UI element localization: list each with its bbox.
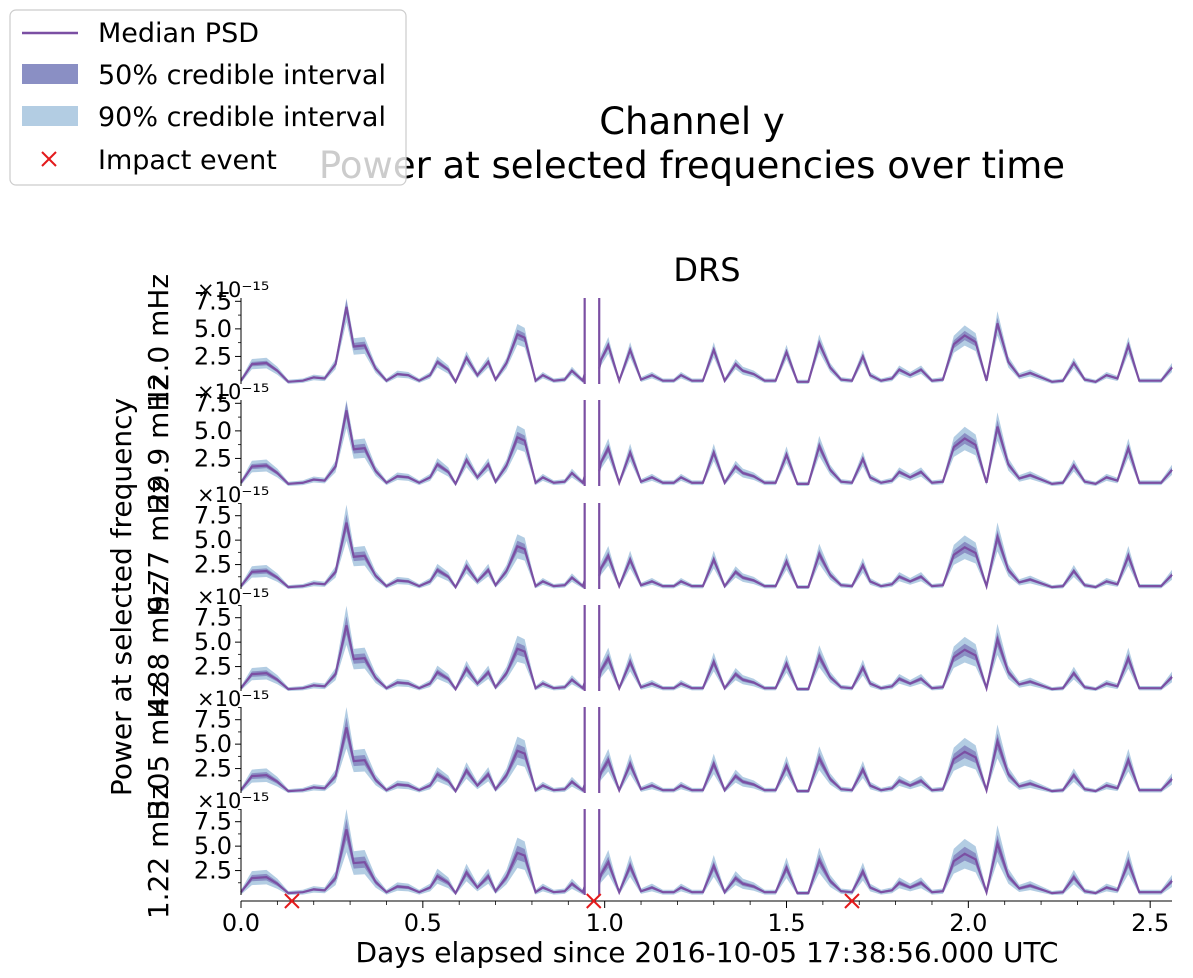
y-tick-label: 5.0	[194, 832, 232, 860]
panel-frequency-label: 9.77 mHz	[142, 479, 175, 613]
legend-median-label: Median PSD	[98, 18, 259, 49]
y-tick-label: 7.5	[194, 287, 232, 315]
panel-4: 2.55.07.5×10⁻¹⁵4.88 mHz	[142, 581, 1173, 715]
y-tick-label: 2.5	[194, 551, 232, 579]
median-line	[598, 323, 1173, 385]
ci90-band	[599, 623, 1172, 691]
impact-event-marker	[284, 893, 300, 909]
median-line	[598, 635, 1173, 693]
panel-5: 2.55.07.5×10⁻¹⁵3.05 mHz	[142, 683, 1173, 817]
x-tick-label: 1.0	[586, 909, 624, 937]
x-tick-label: 2.5	[1131, 909, 1169, 937]
y-tick-label: 5.0	[194, 628, 232, 656]
median-line	[598, 839, 1173, 897]
y-tick-label: 7.5	[194, 604, 232, 632]
y-tick-label: 2.5	[194, 653, 232, 681]
ci90-band	[599, 311, 1172, 384]
median-line	[598, 532, 1173, 591]
y-tick-label: 5.0	[194, 417, 232, 445]
legend: Median PSD 50% credible interval 90% cre…	[9, 9, 407, 186]
median-line	[240, 625, 586, 692]
y-tick-label: 5.0	[194, 315, 232, 343]
panel-frequency-label: 4.88 mHz	[142, 581, 175, 715]
y-scale-multiplier: ×10⁻¹⁵	[197, 380, 269, 404]
median-line	[240, 410, 586, 487]
median-line	[240, 829, 586, 896]
y-tick-label: 5.0	[194, 730, 232, 758]
figure-title-line1: Channel y	[599, 100, 785, 143]
legend-ci90-label: 90% credible interval	[98, 102, 386, 133]
ci90-band	[599, 522, 1172, 589]
y-axis-label: Power at selected frequency	[105, 398, 138, 796]
ci50-band	[599, 834, 1172, 894]
y-scale-multiplier: ×10⁻¹⁵	[197, 483, 269, 507]
ci50-band	[599, 632, 1172, 690]
x-axis-label: Days elapsed since 2016-10-05 17:38:56.0…	[356, 936, 1059, 969]
panel-frequency-label: 12.0 mHz	[142, 274, 175, 408]
y-tick-label: 2.5	[194, 342, 232, 370]
legend-ci90-swatch	[22, 106, 78, 126]
x-tick-label: 0.0	[222, 909, 260, 937]
x-tick-label: 2.0	[949, 909, 987, 937]
panel-frequency-label: 1.22 mHz	[142, 785, 175, 919]
y-tick-label: 5.0	[194, 526, 232, 554]
ci90-band	[599, 825, 1172, 895]
legend-ci50-label: 50% credible interval	[98, 60, 386, 91]
panel-frequency-label: 3.05 mHz	[142, 683, 175, 817]
x-axis: 0.0 0.5 1.0 1.5 2.0 2.5	[222, 893, 1172, 937]
y-tick-label: 7.5	[194, 706, 232, 734]
legend-ci50-swatch	[22, 64, 78, 84]
impact-event-marker	[844, 893, 860, 909]
ci50-band	[599, 419, 1172, 485]
y-tick-label: 7.5	[194, 389, 232, 417]
y-scale-multiplier: ×10⁻¹⁵	[197, 278, 269, 302]
y-tick-label: 7.5	[194, 502, 232, 530]
legend-frame	[9, 9, 407, 186]
median-line	[240, 306, 586, 385]
legend-impact-swatch	[41, 151, 57, 167]
y-tick-label: 2.5	[194, 755, 232, 783]
panel-6: 2.55.07.5×10⁻¹⁵ 1.22 mHz	[142, 785, 1173, 919]
median-line	[240, 727, 586, 794]
ci50-band	[599, 530, 1172, 588]
y-scale-multiplier: ×10⁻¹⁵	[197, 585, 269, 609]
ci50-band	[599, 317, 1172, 383]
y-scale-multiplier: ×10⁻¹⁵	[197, 789, 269, 813]
y-scale-multiplier: ×10⁻¹⁵	[197, 687, 269, 711]
ci90-band	[599, 412, 1172, 486]
x-tick-label: 1.5	[767, 909, 805, 937]
panel-frequency-label: 29.9 mHz	[142, 376, 175, 510]
legend-impact-label: Impact event	[98, 145, 277, 176]
panel-3: 2.55.07.5×10⁻¹⁵9.77 mHz	[142, 479, 1173, 613]
median-line	[240, 522, 586, 590]
panel-title: DRS	[673, 251, 740, 289]
ci90-band	[599, 724, 1172, 793]
figure-title-line2: Power at selected frequencies over time	[319, 144, 1065, 187]
y-tick-label: 7.5	[194, 808, 232, 836]
y-tick-label: 2.5	[194, 444, 232, 472]
ci50-band	[599, 733, 1172, 792]
median-line	[598, 737, 1173, 795]
impact-event-marker	[586, 893, 602, 909]
x-tick-label: 0.5	[404, 909, 442, 937]
median-line	[598, 426, 1173, 487]
y-tick-label: 2.5	[194, 857, 232, 885]
